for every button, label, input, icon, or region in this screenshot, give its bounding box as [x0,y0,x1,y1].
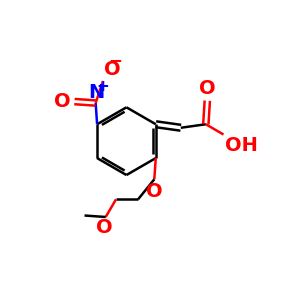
Text: O: O [54,92,71,111]
Text: OH: OH [225,136,258,155]
Text: O: O [96,218,112,238]
Text: O: O [104,60,121,79]
Text: N: N [88,83,104,102]
Text: O: O [199,79,216,98]
Text: +: + [96,79,109,94]
Text: O: O [146,182,163,201]
Text: −: − [108,51,122,69]
